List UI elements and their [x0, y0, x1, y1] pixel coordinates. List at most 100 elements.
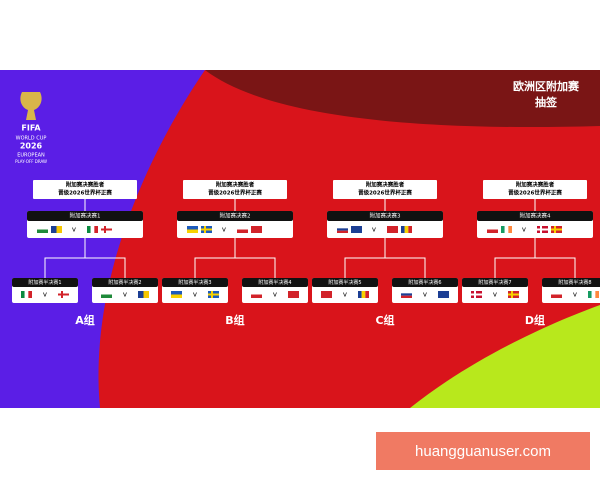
semi-header — [392, 278, 458, 287]
semi-label: 附加赛半决赛4 — [258, 279, 291, 286]
winner-text: 晋级2026世界杯正赛 — [58, 189, 112, 197]
flag — [404, 226, 409, 233]
winner-box — [483, 180, 587, 199]
title: 欧洲区附加赛 — [513, 79, 580, 93]
final-label: 附加赛决赛2 — [220, 212, 251, 220]
winner-box — [33, 180, 137, 199]
flag — [37, 226, 48, 230]
flag — [87, 226, 91, 233]
versus: v — [493, 291, 497, 299]
flag — [143, 291, 149, 298]
flag — [551, 228, 562, 231]
connector — [194, 238, 276, 278]
winner-box — [183, 180, 287, 199]
flag — [508, 226, 512, 233]
flag — [171, 294, 182, 298]
semi-label: 附加赛半决赛1 — [28, 279, 61, 286]
versus: v — [72, 226, 76, 234]
connector — [344, 238, 426, 278]
flag — [237, 229, 248, 233]
final-label: 附加赛决赛1 — [70, 212, 101, 220]
group-label: B组 — [225, 313, 244, 327]
flag — [101, 291, 112, 295]
flag — [337, 226, 348, 229]
versus: v — [123, 291, 127, 299]
flag — [401, 291, 412, 294]
flag — [401, 293, 412, 296]
flag — [51, 226, 57, 233]
versus: v — [222, 226, 226, 234]
flag — [551, 294, 562, 298]
semi-header — [312, 278, 378, 287]
flag — [408, 226, 412, 233]
watermark: huangguanuser.com — [376, 432, 590, 470]
flag — [251, 294, 262, 298]
group-label: A组 — [75, 313, 95, 327]
subtitle: 抽签 — [535, 95, 558, 109]
winner-text: 附加赛决赛胜者 — [216, 181, 255, 189]
flag — [504, 226, 509, 233]
flag — [387, 226, 398, 233]
winner-text: 晋级2026世界杯正赛 — [508, 189, 562, 197]
flag — [187, 226, 198, 230]
flag — [251, 291, 262, 295]
trophy-icon — [20, 92, 42, 120]
winner-text: 附加赛决赛胜者 — [366, 181, 405, 189]
versus: v — [193, 291, 197, 299]
semi-header — [462, 278, 528, 287]
flag — [101, 228, 112, 231]
flag — [588, 291, 592, 298]
semi-label: 附加赛半决赛8 — [558, 279, 591, 286]
versus: v — [43, 291, 47, 299]
flag — [471, 293, 482, 296]
flag — [56, 226, 62, 233]
background-red — [98, 70, 600, 408]
flag — [537, 228, 548, 231]
flag — [171, 291, 182, 295]
flag — [551, 291, 562, 295]
semi-header — [162, 278, 228, 287]
flag — [187, 229, 198, 233]
semi-label: 附加赛半决赛6 — [408, 279, 441, 286]
flag — [358, 291, 362, 298]
semi-header — [92, 278, 158, 287]
connector — [44, 238, 126, 278]
final-header — [477, 211, 593, 221]
final-header — [327, 211, 443, 221]
winner-text: 附加赛决赛胜者 — [516, 181, 555, 189]
flag — [401, 295, 412, 298]
versus: v — [273, 291, 277, 299]
semi-label: 附加赛半决赛5 — [328, 279, 361, 286]
semi-label: 附加赛半决赛2 — [108, 279, 141, 286]
winner-text: 晋级2026世界杯正赛 — [358, 189, 412, 197]
winner-box — [333, 180, 437, 199]
final-header — [27, 211, 143, 221]
flag — [101, 294, 112, 298]
background-green — [410, 305, 600, 408]
background-maroon — [205, 70, 600, 128]
flag — [58, 293, 69, 296]
flag — [237, 226, 248, 230]
connector — [494, 238, 576, 278]
flag — [24, 291, 29, 298]
flag — [201, 228, 212, 231]
semi-label: 附加赛半决赛7 — [478, 279, 511, 286]
versus: v — [573, 291, 577, 299]
flag — [138, 291, 144, 298]
final-label: 附加赛决赛3 — [370, 212, 402, 220]
semi-header — [542, 278, 600, 287]
flag — [595, 291, 599, 298]
logo-line: WORLD CUP — [16, 136, 47, 142]
group-label: D组 — [525, 313, 545, 327]
versus: v — [343, 291, 347, 299]
flag — [401, 226, 405, 233]
flag — [251, 226, 262, 233]
flag — [438, 291, 449, 298]
versus: v — [423, 291, 427, 299]
flag — [94, 226, 98, 233]
logo-year: 2026 — [20, 142, 43, 151]
flag — [487, 226, 498, 230]
flag — [337, 230, 348, 233]
